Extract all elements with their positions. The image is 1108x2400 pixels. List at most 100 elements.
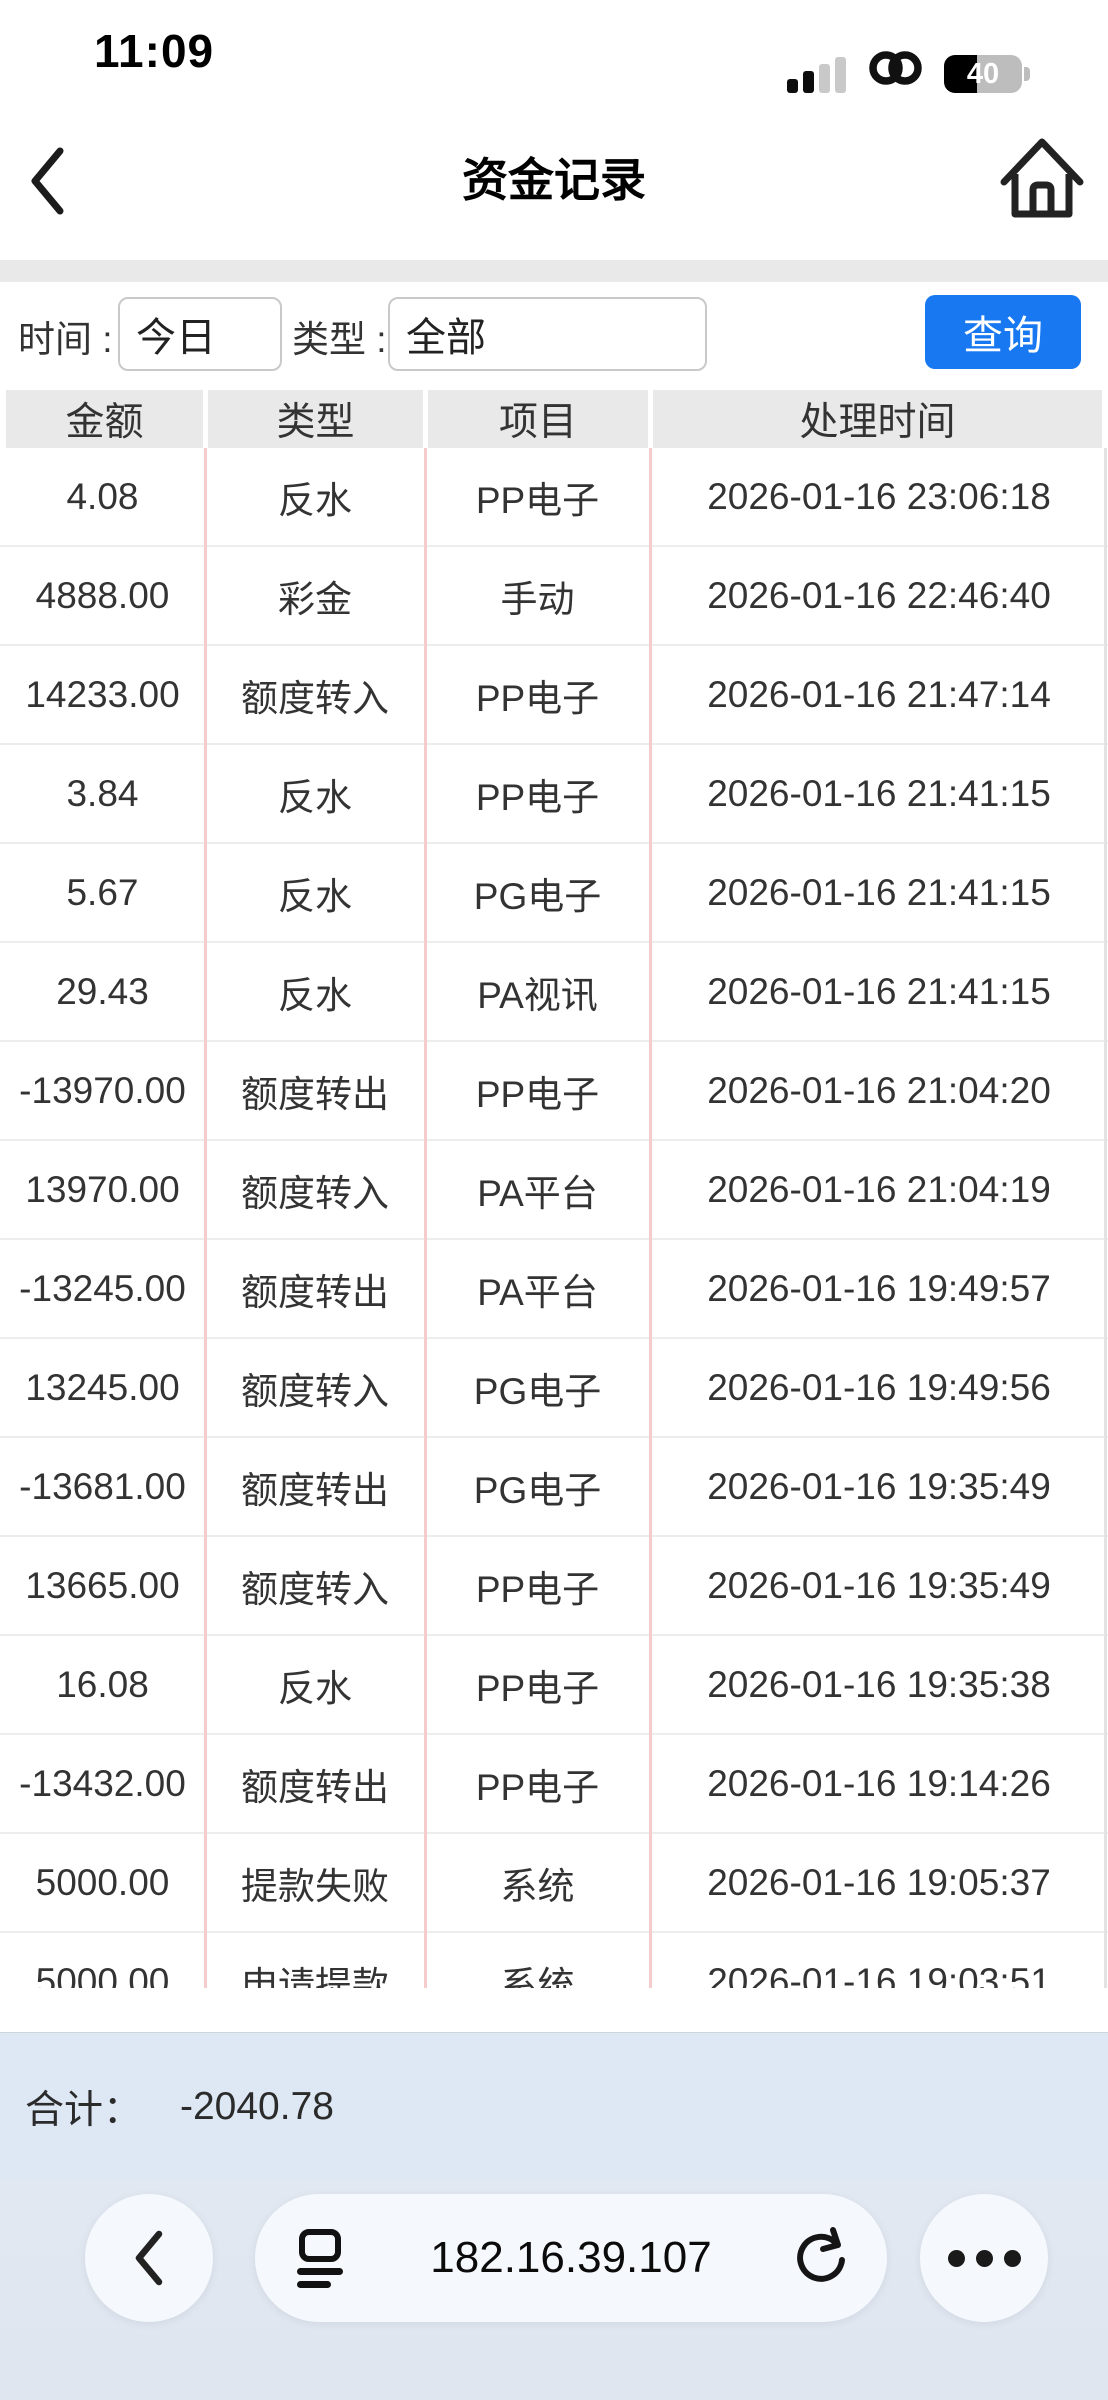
cell-time: 2026-01-16 19:49:57 [707, 1267, 1051, 1309]
cell-type: 反水 [278, 479, 352, 521]
cell-type: 额度转入 [241, 677, 389, 719]
table-body[interactable]: 4.08 反水 PP电子 2026-01-16 23:06:18 4888.00… [0, 448, 1108, 1988]
cell-project: PP电子 [475, 1667, 600, 1709]
status-icons: 40 [787, 48, 1030, 93]
query-button[interactable]: 查询 [925, 295, 1081, 369]
status-bar: 11:09 40 [0, 0, 1108, 100]
table-row: -13245.00 额度转出 PA平台 2026-01-16 19:49:57 [0, 1240, 1108, 1339]
cell-type: 额度转出 [241, 1073, 389, 1115]
page-title: 资金记录 [462, 154, 646, 206]
cell-project: PA视讯 [477, 974, 598, 1016]
home-icon[interactable] [994, 128, 1090, 228]
cell-time: 2026-01-16 19:14:26 [707, 1762, 1051, 1804]
header-time: 处理时间 [653, 390, 1102, 448]
cell-project: PG电子 [473, 1469, 602, 1511]
table-row: 13665.00 额度转入 PP电子 2026-01-16 19:35:49 [0, 1537, 1108, 1636]
cell-amount: 5000.00 [35, 1960, 170, 1989]
time-filter-label: 时间 : [18, 319, 113, 360]
cell-type: 反水 [278, 776, 352, 818]
more-options-button[interactable] [920, 2194, 1048, 2322]
cell-time: 2026-01-16 21:41:15 [707, 772, 1051, 814]
table-row: 5000.00 提款失败 系统 2026-01-16 19:05:37 [0, 1834, 1108, 1933]
cell-project: PA平台 [477, 1271, 598, 1313]
column-divider [649, 448, 652, 1988]
url-text[interactable]: 182.16.39.107 [430, 2233, 712, 2282]
cell-project: 手动 [500, 578, 575, 620]
cell-type: 提款失败 [241, 1865, 389, 1907]
ellipsis-icon [947, 2249, 1021, 2267]
back-chevron-icon[interactable] [26, 146, 70, 216]
cell-amount: 5.67 [66, 871, 139, 913]
header-type: 类型 [208, 390, 423, 448]
cell-time: 2026-01-16 21:47:14 [707, 673, 1051, 715]
cell-type: 申请提款 [241, 1964, 389, 1989]
summary-bar: 合计： -2040.78 [0, 2032, 1108, 2181]
cell-type: 额度转入 [241, 1172, 389, 1214]
cell-project: PP电子 [475, 479, 600, 521]
table-row: 4888.00 彩金 手动 2026-01-16 22:46:40 [0, 547, 1108, 646]
cell-time: 2026-01-16 19:03:51 [707, 1960, 1051, 1989]
time-filter-input[interactable]: 今日 [118, 297, 282, 371]
cell-amount: -13432.00 [19, 1762, 186, 1804]
table-row: -13432.00 额度转出 PP电子 2026-01-16 19:14:26 [0, 1735, 1108, 1834]
cell-amount: 13970.00 [25, 1168, 180, 1210]
table-row: -13970.00 额度转出 PP电子 2026-01-16 21:04:20 [0, 1042, 1108, 1141]
table-row: 13245.00 额度转入 PG电子 2026-01-16 19:49:56 [0, 1339, 1108, 1438]
table-row: -13681.00 额度转出 PG电子 2026-01-16 19:35:49 [0, 1438, 1108, 1537]
browser-toolbar: 182.16.39.107 [0, 2180, 1108, 2400]
cell-amount: 14233.00 [25, 673, 180, 715]
header-project: 项目 [428, 390, 648, 448]
link-chain-icon [864, 48, 926, 93]
cell-time: 2026-01-16 22:46:40 [707, 574, 1051, 616]
cell-time: 2026-01-16 21:41:15 [707, 871, 1051, 913]
cell-project: 系统 [500, 1964, 575, 1989]
cellular-signal-icon [787, 57, 846, 93]
page-menu-icon[interactable] [291, 2228, 347, 2293]
section-divider [0, 260, 1108, 282]
table-row: 3.84 反水 PP电子 2026-01-16 21:41:15 [0, 745, 1108, 844]
cell-amount: 4.08 [66, 475, 139, 517]
cell-time: 2026-01-16 19:35:38 [707, 1663, 1051, 1705]
cell-project: PP电子 [475, 1766, 600, 1808]
cell-time: 2026-01-16 21:04:19 [707, 1168, 1051, 1210]
cell-amount: 4888.00 [35, 574, 170, 616]
cell-time: 2026-01-16 19:05:37 [707, 1861, 1051, 1903]
cell-type: 反水 [278, 974, 352, 1016]
cell-project: PA平台 [477, 1172, 598, 1214]
browser-back-button[interactable] [85, 2194, 213, 2322]
cell-type: 额度转入 [241, 1370, 389, 1412]
type-filter-label: 类型 : [292, 319, 387, 360]
cell-time: 2026-01-16 19:49:56 [707, 1366, 1051, 1408]
type-filter-input[interactable]: 全部 [388, 297, 707, 371]
scrollbar[interactable] [1104, 448, 1107, 1988]
browser-back-chevron-icon [135, 2230, 163, 2286]
table-row: 4.08 反水 PP电子 2026-01-16 23:06:18 [0, 448, 1108, 547]
summary-value: -2040.78 [180, 2085, 334, 2128]
cell-amount: 13245.00 [25, 1366, 180, 1408]
battery-icon: 40 [944, 55, 1030, 93]
header-amount: 金额 [6, 390, 203, 448]
cell-type: 额度转出 [241, 1469, 389, 1511]
cell-time: 2026-01-16 19:35:49 [707, 1564, 1051, 1606]
table-row: 16.08 反水 PP电子 2026-01-16 19:35:38 [0, 1636, 1108, 1735]
cell-type: 反水 [278, 875, 352, 917]
cell-project: PG电子 [473, 1370, 602, 1412]
reload-icon[interactable] [789, 2226, 853, 2295]
cell-amount: 3.84 [66, 772, 139, 814]
column-divider [204, 448, 207, 1988]
table-row: 14233.00 额度转入 PP电子 2026-01-16 21:47:14 [0, 646, 1108, 745]
table-row: 29.43 反水 PA视讯 2026-01-16 21:41:15 [0, 943, 1108, 1042]
address-bar[interactable]: 182.16.39.107 [255, 2194, 887, 2322]
cell-amount: -13681.00 [19, 1465, 186, 1507]
status-time: 11:09 [94, 25, 215, 77]
cell-type: 额度转出 [241, 1271, 389, 1313]
table-header: 金额 类型 项目 处理时间 [0, 390, 1108, 448]
cell-project: PG电子 [473, 875, 602, 917]
filter-bar: 时间 : 今日 类型 : 全部 查询 [0, 282, 1108, 390]
cell-amount: 29.43 [56, 970, 149, 1012]
column-divider [424, 448, 427, 1988]
cell-amount: 5000.00 [35, 1861, 170, 1903]
cell-type: 彩金 [278, 578, 352, 620]
cell-project: 系统 [500, 1865, 575, 1907]
